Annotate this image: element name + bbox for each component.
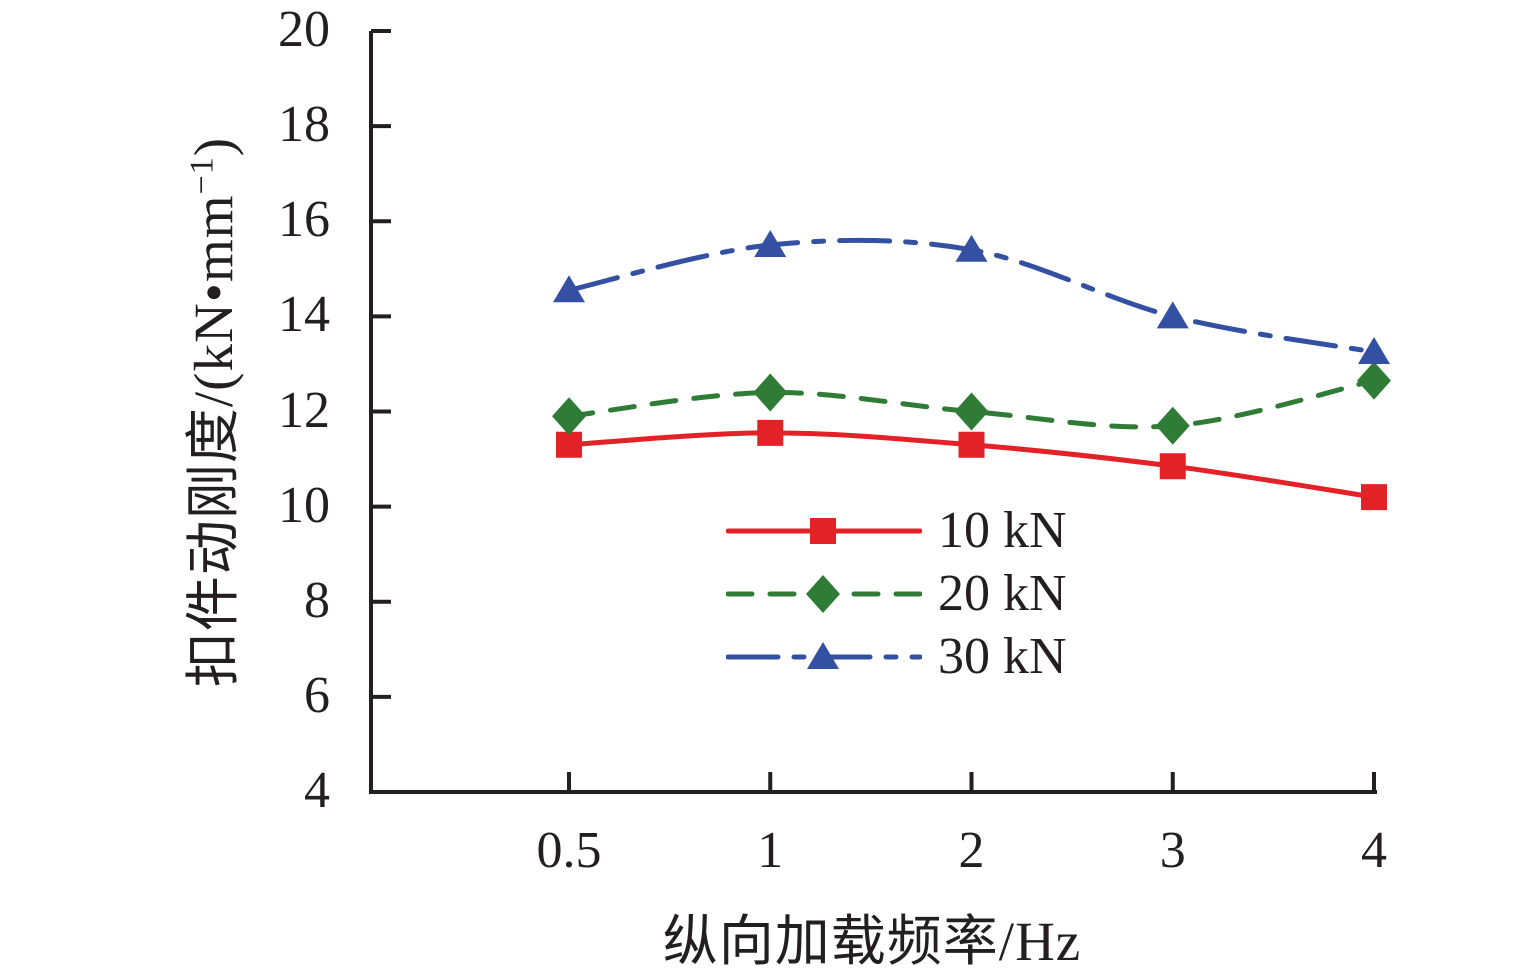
y-tick-label: 14 xyxy=(278,286,330,344)
data-point-marker-20-kN xyxy=(552,397,586,436)
legend-marker-diamond xyxy=(806,574,840,613)
y-tick-label: 8 xyxy=(304,571,330,629)
data-point-marker-30-kN xyxy=(955,234,988,262)
data-point-marker-10-kN xyxy=(1159,453,1186,480)
x-tick-label: 1 xyxy=(757,822,784,879)
y-tick-label: 4 xyxy=(304,761,330,819)
series-line-20-kN xyxy=(566,378,1377,430)
legend-marker-square xyxy=(810,517,836,544)
legend-swatch-triangle xyxy=(726,641,922,669)
y-axis-label-suffix: ) xyxy=(183,136,244,157)
y-axis-label: 扣件动刚度/(kN•mm−1) xyxy=(168,137,248,687)
y-axis-label-superscript: −1 xyxy=(183,156,221,195)
y-tick-label: 6 xyxy=(304,666,330,724)
y-tick-label: 16 xyxy=(278,191,330,249)
x-tick-label: 2 xyxy=(958,822,985,879)
y-axis-label-text: 扣件动刚度/(kN•mm xyxy=(183,194,244,688)
data-point-marker-30-kN xyxy=(1358,337,1390,365)
legend-item-30-kN: 30 kN xyxy=(726,625,1067,688)
data-point-marker-20-kN xyxy=(954,392,989,431)
y-tick-label: 10 xyxy=(278,476,330,534)
data-point-marker-20-kN xyxy=(1155,406,1190,445)
data-point-marker-10-kN xyxy=(958,431,985,458)
data-point-marker-20-kN xyxy=(753,373,788,412)
y-tick-label: 12 xyxy=(278,381,330,439)
x-tick-label: 3 xyxy=(1159,822,1186,879)
data-point-marker-10-kN xyxy=(1361,484,1387,511)
data-point-marker-30-kN xyxy=(553,275,585,303)
data-point-marker-30-kN xyxy=(754,230,787,258)
data-point-marker-20-kN xyxy=(1357,361,1391,400)
legend-label: 30 kN xyxy=(938,627,1067,685)
legend-item-20-kN: 20 kN xyxy=(726,562,1067,625)
x-tick-label: 0.5 xyxy=(536,822,602,879)
legend-swatch-diamond xyxy=(726,574,922,613)
legend-label: 20 kN xyxy=(938,564,1067,622)
y-tick-label: 20 xyxy=(278,0,330,58)
legend-swatch-square xyxy=(726,517,922,544)
data-point-marker-10-kN xyxy=(757,419,784,446)
legend-marker-triangle xyxy=(807,641,839,669)
y-tick-label: 18 xyxy=(278,96,330,154)
legend-label: 10 kN xyxy=(938,501,1067,559)
data-point-marker-10-kN xyxy=(556,431,582,458)
x-tick-label: 4 xyxy=(1361,822,1387,879)
legend-item-10-kN: 10 kN xyxy=(726,499,1067,562)
legend: 10 kN 20 kN 30 kN xyxy=(726,499,1067,688)
x-axis-label: 纵向加载频率/Hz xyxy=(662,911,1082,972)
data-point-marker-30-kN xyxy=(1156,301,1189,329)
